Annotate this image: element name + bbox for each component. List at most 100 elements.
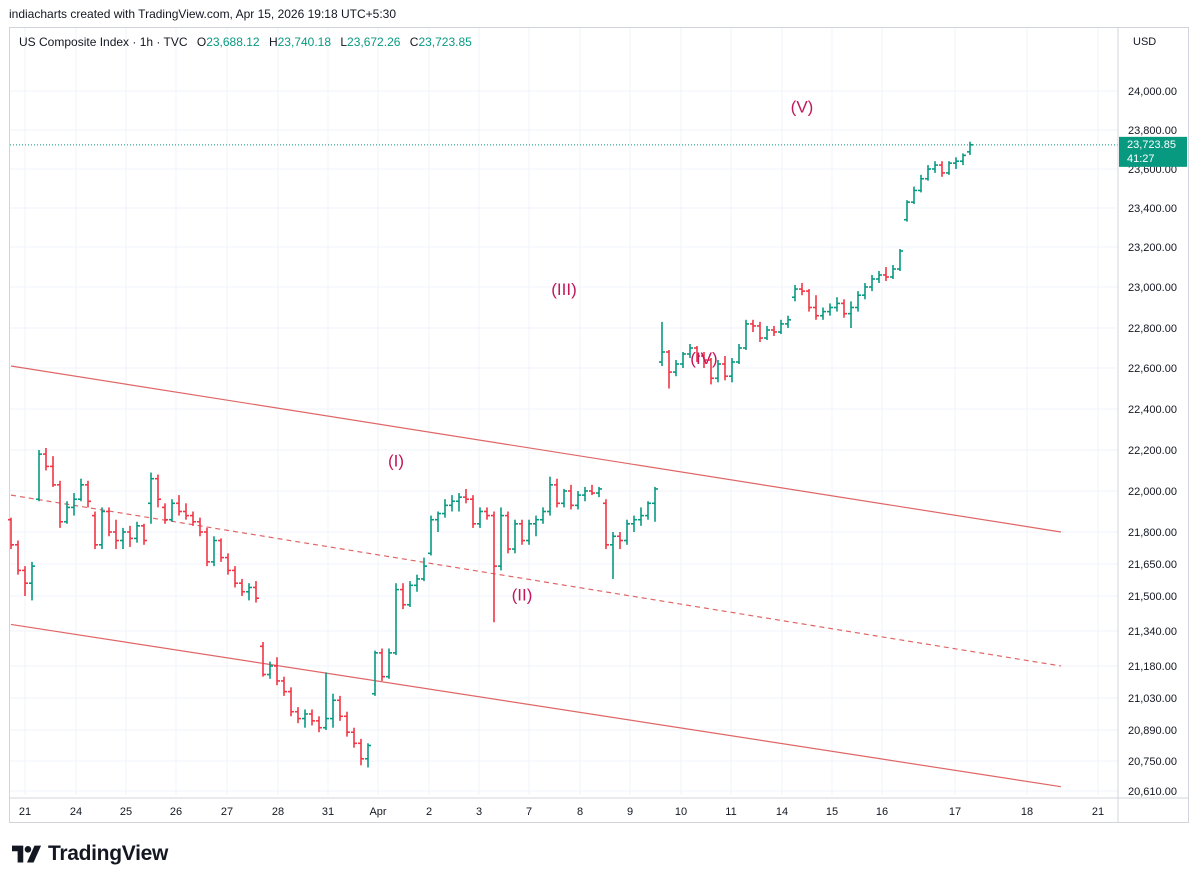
ohlc-bar bbox=[694, 346, 700, 362]
price-tick-label: 21,340.00 bbox=[1128, 626, 1177, 638]
low-value: 23,672.26 bbox=[347, 35, 401, 49]
close-value: 23,723.85 bbox=[418, 35, 472, 49]
time-tick-label: 27 bbox=[221, 806, 233, 818]
ohlc-bar bbox=[463, 488, 469, 504]
ohlc-bar bbox=[757, 321, 763, 342]
ohlc-bar bbox=[295, 707, 301, 724]
price-tick-label: 24,000.00 bbox=[1128, 86, 1177, 98]
ohlc-bars bbox=[8, 141, 973, 768]
ohlc-bar bbox=[365, 743, 371, 768]
ohlc-bar bbox=[645, 501, 651, 520]
ohlc-bar bbox=[372, 650, 378, 696]
ohlc-bar bbox=[596, 486, 602, 498]
wave-label[interactable]: (V) bbox=[791, 97, 814, 116]
ohlc-bar bbox=[568, 484, 574, 510]
price-tick-label: 21,030.00 bbox=[1128, 693, 1177, 705]
ohlc-bar bbox=[806, 289, 812, 312]
ohlc-bar bbox=[435, 511, 441, 532]
channel-line-lower[interactable] bbox=[10, 623, 1062, 788]
ohlc-bar bbox=[715, 360, 721, 383]
wave-label[interactable]: (I) bbox=[388, 451, 404, 470]
time-tick-label: 7 bbox=[526, 806, 532, 818]
channel-line-middle[interactable] bbox=[10, 494, 1062, 667]
channel-line-upper[interactable] bbox=[10, 365, 1062, 533]
ohlc-bar bbox=[302, 709, 308, 728]
ohlc-bar bbox=[841, 299, 847, 318]
ohlc-bar bbox=[22, 566, 28, 596]
ohlc-bar bbox=[407, 581, 413, 607]
price-tag-background bbox=[1119, 136, 1187, 167]
ohlc-bar bbox=[8, 517, 14, 550]
ohlc-bar bbox=[603, 499, 609, 550]
ohlc-bar bbox=[911, 186, 917, 205]
close-label: C bbox=[409, 35, 419, 49]
ohlc-bar bbox=[78, 478, 84, 502]
price-tick-label: 23,000.00 bbox=[1128, 282, 1177, 294]
ohlc-bar bbox=[148, 472, 154, 524]
ohlc-bar bbox=[876, 271, 882, 283]
price-tick-label: 22,600.00 bbox=[1128, 363, 1177, 375]
high-label: H bbox=[268, 35, 278, 49]
wave-label[interactable]: (II) bbox=[512, 585, 533, 604]
ohlc-bar bbox=[820, 307, 826, 320]
open-label: O bbox=[196, 35, 207, 49]
symbol-legend: US Composite Index · 1h · TVC O23,688.12… bbox=[19, 35, 472, 49]
ohlc-bar bbox=[827, 303, 833, 316]
ohlc-bar bbox=[267, 661, 273, 679]
ohlc-bar bbox=[617, 532, 623, 550]
ohlc-bar bbox=[309, 709, 315, 726]
time-tick-label: 21 bbox=[19, 806, 31, 818]
price-tick-label: 22,200.00 bbox=[1128, 445, 1177, 457]
tradingview-logo-text: TradingView bbox=[48, 842, 169, 865]
ohlc-bar bbox=[575, 491, 581, 510]
ohlc-bar bbox=[239, 578, 245, 596]
price-tag: 23,723.85 41:27 bbox=[1119, 136, 1187, 167]
ohlc-bar bbox=[526, 519, 532, 545]
ohlc-bar bbox=[169, 499, 175, 522]
time-tick-label: 2 bbox=[426, 806, 432, 818]
tradingview-logo-icon bbox=[12, 845, 42, 863]
ohlc-bar bbox=[680, 352, 686, 368]
ohlc-bar bbox=[127, 525, 133, 547]
ohlc-bar bbox=[162, 503, 168, 524]
time-tick-label: 26 bbox=[170, 806, 182, 818]
ohlc-bar bbox=[652, 486, 658, 522]
ohlc-bar bbox=[862, 283, 868, 300]
time-tick-label: 8 bbox=[577, 806, 583, 818]
ohlc-bar bbox=[85, 480, 91, 508]
ohlc-bar bbox=[736, 344, 742, 364]
ohlc-bar bbox=[190, 511, 196, 526]
ohlc-bar bbox=[414, 574, 420, 592]
ohlc-bar bbox=[99, 507, 105, 550]
ohlc-bar bbox=[15, 540, 21, 575]
ohlc-bar bbox=[869, 275, 875, 292]
ohlc-bar bbox=[904, 200, 910, 222]
price-tick-label: 20,750.00 bbox=[1128, 756, 1177, 768]
price-tag-value: 23,723.85 bbox=[1127, 139, 1176, 151]
time-tick-label: 21 bbox=[1092, 806, 1104, 818]
ohlc-bar bbox=[792, 285, 798, 302]
wave-label[interactable]: (III) bbox=[551, 280, 577, 299]
currency-label[interactable]: USD bbox=[1133, 36, 1157, 48]
ohlc-bar bbox=[358, 738, 364, 766]
price-tag-countdown: 41:27 bbox=[1127, 153, 1155, 165]
ohlc-bar bbox=[456, 493, 462, 512]
ohlc-bar bbox=[778, 319, 784, 334]
ohlc-bar bbox=[932, 161, 938, 173]
channel-lines bbox=[10, 365, 1062, 788]
ohlc-bar bbox=[925, 165, 931, 181]
price-tick-label: 22,000.00 bbox=[1128, 486, 1177, 498]
ohlc-bar bbox=[36, 450, 42, 502]
wave-label[interactable]: (IV) bbox=[690, 349, 717, 368]
ohlc-bar bbox=[155, 474, 161, 508]
ohlc-bar bbox=[428, 515, 434, 556]
ohlc-bar bbox=[176, 495, 182, 516]
ohlc-bar bbox=[897, 249, 903, 271]
time-tick-label: 28 bbox=[272, 806, 284, 818]
ohlc-bar bbox=[386, 648, 392, 679]
price-tick-label: 23,600.00 bbox=[1128, 164, 1177, 176]
ohlc-bar bbox=[939, 161, 945, 177]
symbol-name[interactable]: US Composite Index · 1h · TVC bbox=[19, 35, 188, 49]
ohlc-bar bbox=[351, 727, 357, 748]
